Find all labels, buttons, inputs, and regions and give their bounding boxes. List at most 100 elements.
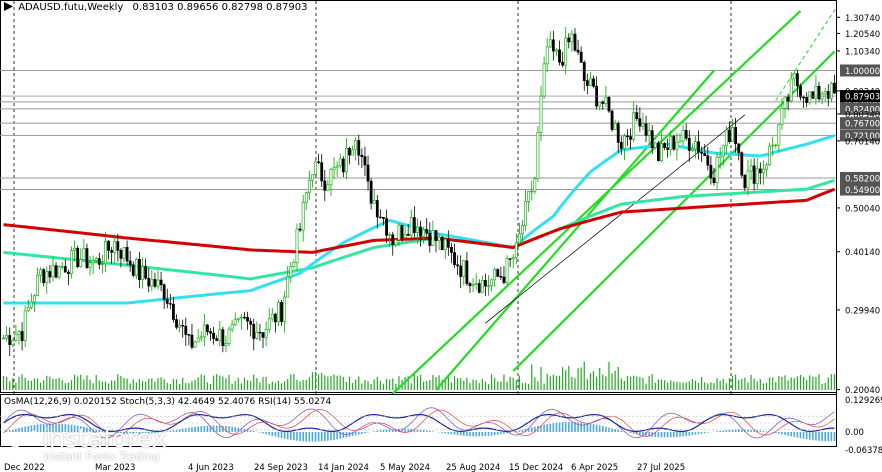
volume-bar <box>626 375 629 390</box>
volume-bar <box>311 372 314 390</box>
osma-bar <box>314 432 317 442</box>
osma-bar <box>113 432 116 433</box>
volume-bar <box>385 379 388 390</box>
volume-bar <box>395 383 397 390</box>
volume-bar <box>203 375 205 390</box>
volume-bar <box>571 376 573 390</box>
volume-bar <box>673 381 675 390</box>
volume-bar <box>487 383 490 390</box>
time-tick-label: 6 Apr 2025 <box>571 463 618 472</box>
osma-bar <box>382 429 385 432</box>
osma-bar <box>518 430 521 432</box>
osma-bar <box>218 425 221 432</box>
volume-bar <box>280 383 283 390</box>
stoch-signal-line <box>3 409 835 437</box>
volume-bar <box>713 383 715 390</box>
volume-bar <box>670 380 672 390</box>
candle-up <box>11 340 15 346</box>
osma-bar <box>73 425 76 432</box>
osma-bar <box>500 432 502 435</box>
osma-bar <box>787 432 789 436</box>
volume-bar <box>253 374 255 390</box>
osma-bar <box>765 431 768 432</box>
volume-bar <box>478 383 480 390</box>
volume-bar <box>416 376 419 390</box>
osma-bar <box>830 432 833 442</box>
candle-up <box>230 324 234 330</box>
osma-bar <box>333 432 335 440</box>
candle-up <box>443 238 447 251</box>
candle-down <box>206 324 209 332</box>
volume-bar <box>92 383 94 390</box>
indicator-pane: 0.129269 0.00 -0.063780 <box>0 394 882 456</box>
candle-down <box>616 123 620 143</box>
volume-bar <box>577 368 579 390</box>
volume-bar <box>324 375 326 390</box>
osma-bar <box>240 428 243 432</box>
volume-bar <box>657 379 659 390</box>
candle-up <box>690 148 694 151</box>
candle-down <box>567 37 571 43</box>
osma-bar <box>18 427 20 432</box>
osma-bar <box>302 432 304 442</box>
osma-bar <box>815 432 817 441</box>
candle-up <box>122 246 126 259</box>
osma-bar <box>178 429 181 432</box>
volume-bar <box>302 379 304 390</box>
candle-up <box>774 144 778 147</box>
candle-down <box>703 153 707 157</box>
candle-down <box>607 97 611 112</box>
candle-up <box>765 164 768 170</box>
candle-down <box>826 91 830 99</box>
candle-up <box>91 260 95 264</box>
osma-bar <box>21 427 23 432</box>
level-label-box <box>840 64 880 77</box>
candle-down <box>400 224 404 239</box>
candle-up <box>731 126 734 143</box>
candle-up <box>94 258 98 261</box>
volume-bar <box>765 382 768 390</box>
candle-down <box>456 264 460 267</box>
volume-bar <box>18 376 20 390</box>
brand-tagline: Instant Forex Trading <box>44 450 160 463</box>
osma-bar <box>425 430 428 432</box>
candle-down <box>499 276 503 278</box>
volume-bar <box>490 374 493 390</box>
time-tick-label: 14 Jan 2024 <box>318 463 369 472</box>
osma-bar <box>52 423 54 432</box>
osma-bar <box>648 432 650 437</box>
candle-up <box>196 337 200 343</box>
level-label: 0.76700 <box>845 120 880 130</box>
osma-bar <box>252 431 255 432</box>
volume-bar <box>274 382 276 390</box>
osma-bar <box>151 432 153 434</box>
osma-bar <box>601 426 604 432</box>
volume-bar <box>546 373 548 390</box>
volume-bar <box>404 376 406 390</box>
osma-bar <box>222 425 224 432</box>
osma-bar <box>441 432 443 433</box>
candle-down <box>369 180 373 204</box>
osma-bar <box>83 426 85 432</box>
candle-up <box>589 78 592 86</box>
volume-bar <box>160 377 162 390</box>
main-pane: 1.307401.205401.103401.000000.902400.854… <box>0 0 880 447</box>
volume-bar <box>608 361 610 390</box>
time-tick-label: Dec 2022 <box>4 463 45 472</box>
volume-bar <box>701 377 703 390</box>
osma-bar <box>802 432 805 439</box>
candle-down <box>48 271 52 278</box>
volume-bar <box>645 383 647 390</box>
candle-down <box>635 112 639 119</box>
chart-menu-icon[interactable] <box>4 2 13 11</box>
volume-bar <box>768 377 771 390</box>
osma-bar <box>401 428 403 432</box>
candle-up <box>295 228 299 263</box>
osma-bar <box>215 425 218 432</box>
candle-up <box>431 230 435 246</box>
osma-bar <box>175 429 178 432</box>
candle-up <box>480 280 484 293</box>
volume-bar <box>426 380 428 390</box>
osma-bar <box>478 432 481 437</box>
osma-bar <box>61 423 64 432</box>
